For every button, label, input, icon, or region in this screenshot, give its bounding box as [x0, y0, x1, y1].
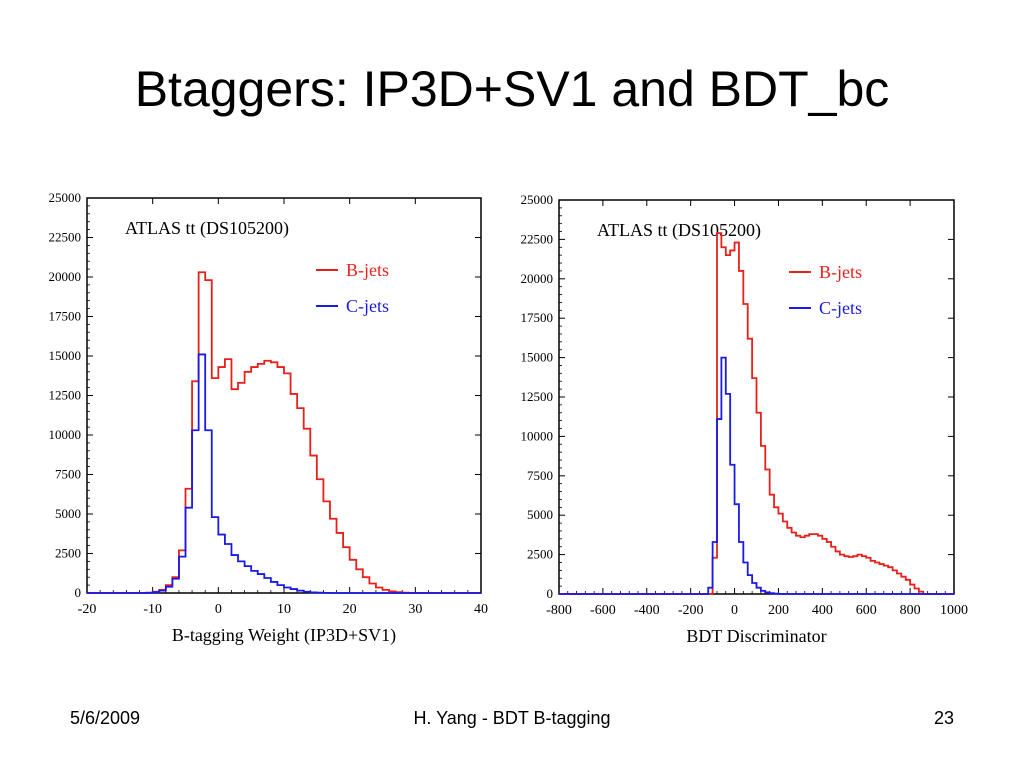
- y-tick-label: 2500: [55, 546, 81, 561]
- y-tick-label: 12500: [521, 389, 554, 404]
- x-tick-label: 600: [856, 603, 877, 618]
- y-tick-label: 22500: [521, 231, 554, 246]
- y-tick-label: 15000: [49, 348, 82, 363]
- x-tick-label: -400: [634, 603, 660, 618]
- x-tick-label: 0: [731, 603, 738, 618]
- x-axis-label: B-tagging Weight (IP3D+SV1): [172, 625, 396, 646]
- x-tick-label: 0: [215, 602, 222, 617]
- legend-label: C-jets: [819, 298, 862, 318]
- x-tick-label: 10: [277, 602, 291, 617]
- x-tick-label: 800: [900, 603, 921, 618]
- left-histogram-chart: 0 2500 5000 7500 10000 12500 15000 17500 20000 22…: [49, 190, 489, 646]
- y-tick-label: 10000: [521, 428, 554, 443]
- chart-annotation: ATLAS tt (DS105200): [125, 218, 289, 239]
- series-line-b-jets: [87, 271, 481, 594]
- x-tick-label: -200: [678, 603, 704, 618]
- x-tick-label: -600: [590, 603, 616, 618]
- y-tick-label: 0: [75, 585, 82, 600]
- y-tick-label: 7500: [527, 468, 553, 483]
- legend-label: B-jets: [346, 260, 389, 280]
- series-line-b-jets: [559, 232, 954, 595]
- series-line-c-jets: [87, 353, 481, 594]
- y-tick-label: 10000: [49, 427, 82, 442]
- x-tick-label: -800: [546, 603, 572, 618]
- y-tick-label: 5000: [55, 506, 81, 521]
- y-tick-label: 20000: [49, 269, 82, 284]
- y-tick-label: 0: [547, 586, 554, 601]
- right-histogram-chart: 0250050007500100001250015000175002000022…: [521, 192, 969, 646]
- y-tick-label: 17500: [521, 310, 554, 325]
- x-tick-label: 400: [812, 603, 833, 618]
- y-tick-label: 5000: [527, 507, 553, 522]
- y-tick-label: 12500: [49, 388, 82, 403]
- x-tick-label: 1000: [940, 603, 968, 618]
- footer-center-text: H. Yang - BDT B-tagging: [413, 708, 611, 728]
- x-tick-label: 40: [474, 602, 488, 617]
- series-line-c-jets: [559, 356, 954, 595]
- y-tick-label: 22500: [49, 230, 82, 245]
- footer-date: 5/6/2009: [70, 708, 141, 728]
- x-tick-label: 20: [343, 602, 357, 617]
- x-tick-label: 30: [408, 602, 422, 617]
- y-tick-label: 25000: [49, 190, 82, 205]
- y-tick-label: 7500: [55, 467, 81, 482]
- y-tick-label: 20000: [521, 271, 554, 286]
- footer-page-number: 23: [933, 708, 954, 728]
- x-tick-label: 200: [768, 603, 789, 618]
- slide-title: Btaggers: IP3D+SV1 and BDT_bc: [134, 61, 890, 117]
- x-tick-label: -20: [78, 602, 97, 617]
- y-tick-label: 15000: [521, 350, 554, 365]
- y-tick-label: 2500: [527, 547, 553, 562]
- x-axis-label: BDT Discriminator: [686, 626, 826, 646]
- plot-frame: [86, 197, 482, 594]
- x-tick-label: -10: [143, 602, 162, 617]
- legend-label: B-jets: [819, 262, 862, 282]
- legend-label: C-jets: [346, 296, 389, 316]
- y-tick-label: 25000: [521, 192, 554, 207]
- chart-annotation: ATLAS tt (DS105200): [597, 220, 761, 241]
- y-tick-label: 17500: [49, 309, 82, 324]
